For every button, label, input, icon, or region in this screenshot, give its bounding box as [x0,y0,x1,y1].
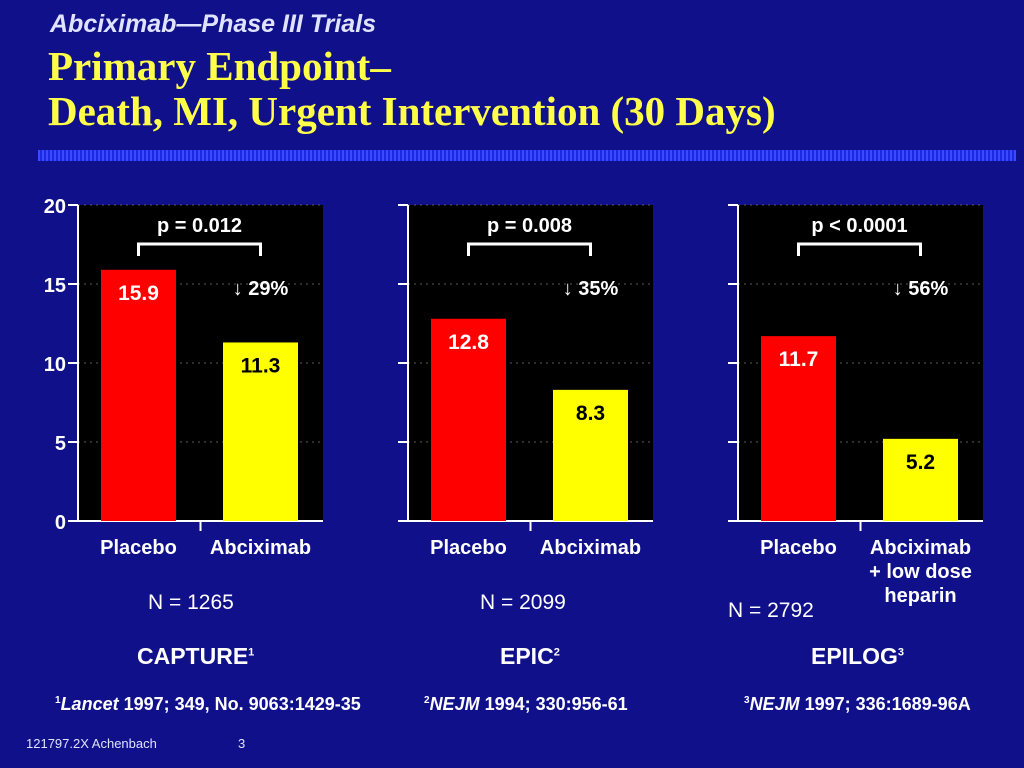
significance-bracket-epic [467,242,592,256]
p-value-epilog: p < 0.0001 [811,215,907,237]
title-divider [38,150,1016,161]
bar-epilog-placebo [761,336,836,521]
trial-sup-epilog: 3 [897,646,905,659]
bar-epic-placebo [431,318,506,521]
category-label-capture: Placebo [100,537,177,559]
trial-name-epic: EPIC2 [500,643,560,669]
y-tick-label: 15 [44,275,66,297]
reduction-epilog: ↓ 56% [893,278,949,300]
p-value-capture: p = 0.012 [157,215,242,237]
category-label-epilog: + low dose [869,561,972,583]
slide-title: Primary Endpoint– Death, MI, Urgent Inte… [48,44,776,134]
reference-1: 1Lancet 1997; 349, No. 9063:1429-35 [55,694,361,714]
reference-2: 2NEJM 1994; 330:956-61 [424,694,628,714]
significance-bracket-epilog [797,242,922,256]
footer-page-number: 3 [238,736,246,751]
category-label-capture: Abciximab [210,537,311,559]
reduction-epic: ↓ 35% [563,278,619,300]
n-label-epic: N = 2099 [480,591,566,614]
category-label-epic: Placebo [430,537,507,559]
bar-epic-abciximab [553,389,628,521]
y-tick-label: 0 [55,512,66,534]
category-label-epilog: Placebo [760,537,837,559]
bar-epilog-abciximab [883,438,958,521]
p-value-epic: p = 0.008 [487,215,572,237]
trial-name-capture: CAPTURE1 [137,643,255,669]
y-tick-label: 10 [44,354,66,376]
footer-code: 121797.2X Achenbach [26,736,157,751]
data-label-epic: 8.3 [576,402,605,425]
bar-capture-placebo [101,269,176,521]
category-label-epilog: Abciximab [870,537,971,559]
trial-name-epilog: EPILOG3 [811,643,905,669]
category-label-epic: Abciximab [540,537,641,559]
data-label-capture: 15.9 [118,282,159,305]
n-label-epilog: N = 2792 [728,599,814,622]
n-label-capture: N = 1265 [148,591,234,614]
data-label-epilog: 11.7 [779,348,819,371]
significance-bracket-capture [137,242,262,256]
y-tick-label: 20 [44,196,66,218]
slide-supertitle: Abciximab—Phase III Trials [50,10,377,38]
data-label-epilog: 5.2 [906,451,935,474]
title-line-2: Death, MI, Urgent Intervention (30 Days) [48,88,776,134]
trial-sup-capture: 1 [248,646,255,659]
bar-capture-abciximab [223,342,298,521]
data-label-capture: 11.3 [241,354,281,377]
category-label-epilog: heparin [884,585,956,607]
y-tick-label: 5 [55,433,66,455]
data-label-epic: 12.8 [448,331,489,354]
reference-3: 3NEJM 1997; 336:1689-96A [744,694,971,714]
trial-sup-epic: 2 [553,646,560,659]
reduction-capture: ↓ 29% [233,278,289,300]
title-line-1: Primary Endpoint– [48,43,391,89]
